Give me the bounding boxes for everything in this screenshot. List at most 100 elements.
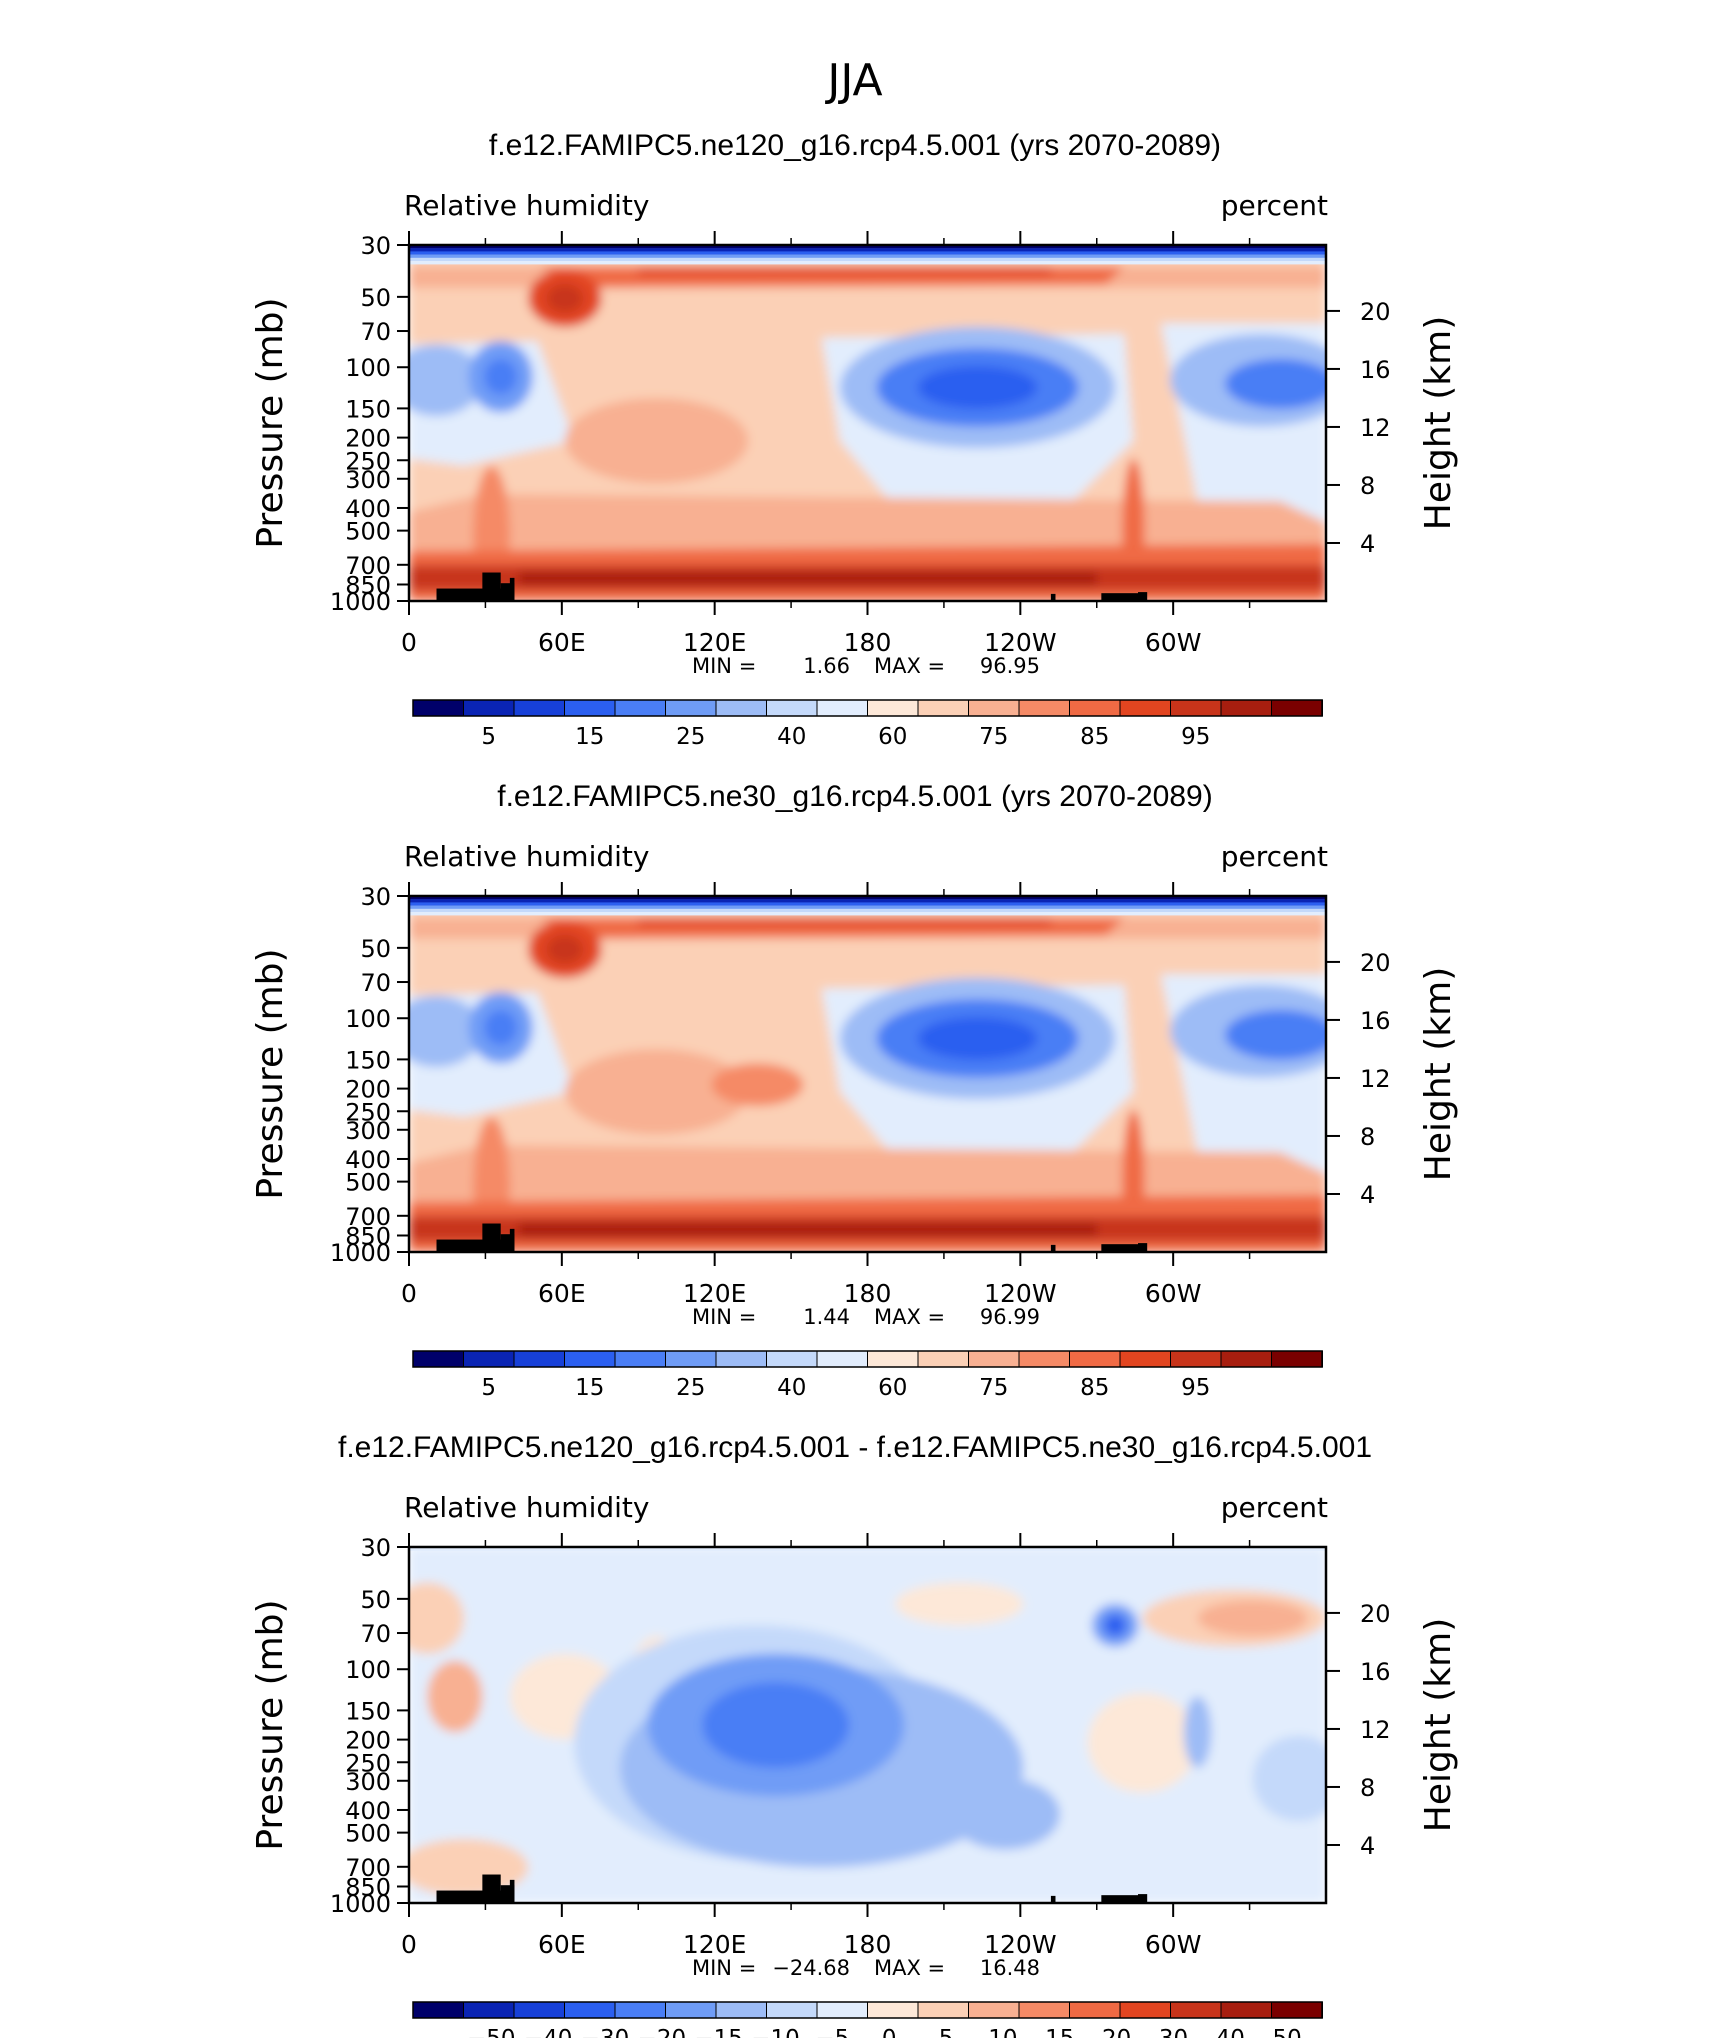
colorbar-swatch xyxy=(766,699,818,717)
colorbar-swatch xyxy=(1119,1350,1172,1368)
colorbar-label: 85 xyxy=(1080,1375,1109,1401)
colorbar-label: −5 xyxy=(815,2026,849,2038)
pressure-tick-label: 700 xyxy=(345,552,391,580)
pressure-tick-label: 70 xyxy=(360,1620,391,1648)
colorbar-swatch xyxy=(917,1350,970,1368)
pressure-tick-label: 200 xyxy=(345,1727,391,1755)
colorbar-swatch xyxy=(1069,1350,1121,1368)
height-tick-label: 16 xyxy=(1360,356,1391,384)
colorbar-swatch xyxy=(1271,2001,1323,2019)
colorbar-swatch xyxy=(412,2001,465,2019)
colorbar-label: 95 xyxy=(1181,724,1210,750)
colorbar-swatch xyxy=(564,1350,616,1368)
colorbar-swatch xyxy=(968,699,1020,717)
contour-band xyxy=(409,902,1326,906)
pressure-tick-label: 150 xyxy=(345,395,391,423)
pressure-tick-label: 250 xyxy=(345,1749,391,1777)
colorbar-swatch xyxy=(766,1350,818,1368)
colorbar-swatch xyxy=(816,1350,869,1368)
lon-tick-label: 180 xyxy=(844,628,892,657)
lon-tick-label: 0 xyxy=(401,628,417,657)
contour-band xyxy=(409,899,1326,903)
contour-region xyxy=(484,1009,518,1046)
contour-band xyxy=(409,908,1326,913)
max-label: MAX = xyxy=(874,654,945,678)
colorbar-label: 25 xyxy=(676,1375,705,1401)
colorbar-swatch xyxy=(513,1350,566,1368)
height-tick-label: 4 xyxy=(1360,1832,1375,1860)
colorbar-label: 5 xyxy=(481,724,496,750)
height-tick-label: 4 xyxy=(1360,530,1375,558)
colorbar-swatch xyxy=(1018,2001,1071,2019)
colorbar-swatch xyxy=(665,699,717,717)
colorbar-swatch xyxy=(917,699,970,717)
colorbar-swatch xyxy=(968,1350,1020,1368)
height-tick-label: 16 xyxy=(1360,1007,1391,1035)
lon-tick-label: 120W xyxy=(984,1279,1056,1308)
pressure-tick-label: 30 xyxy=(360,883,391,911)
colorbar-label: −10 xyxy=(751,2026,800,2038)
min-label: MIN = xyxy=(692,1305,756,1329)
panel-title: f.e12.FAMIPC5.ne30_g16.rcp4.5.001 (yrs 2… xyxy=(497,780,1212,813)
height-tick-label: 20 xyxy=(1360,298,1391,326)
pressure-tick-label: 300 xyxy=(345,1117,391,1145)
pressure-tick-label: 250 xyxy=(345,1098,391,1126)
topography xyxy=(1138,592,1148,601)
topography xyxy=(1138,1243,1148,1252)
y2-axis-label: Height (km) xyxy=(1418,967,1459,1181)
contour-region xyxy=(638,917,1051,927)
max-label: MAX = xyxy=(874,1305,945,1329)
pressure-tick-label: 70 xyxy=(360,969,391,997)
pressure-tick-label: 400 xyxy=(345,495,391,523)
colorbar-label: 10 xyxy=(988,2026,1017,2038)
contour-band xyxy=(409,896,1326,900)
colorbar-label: 5 xyxy=(939,2026,954,2038)
colorbar-swatch xyxy=(665,2001,717,2019)
height-tick-label: 8 xyxy=(1360,1774,1375,1802)
panel-3: f.e12.FAMIPC5.ne120_g16.rcp4.5.001 - f.e… xyxy=(250,1431,1459,2038)
pressure-tick-label: 100 xyxy=(345,1005,391,1033)
colorbar-swatch xyxy=(614,699,667,717)
pressure-tick-label: 70 xyxy=(360,318,391,346)
lon-tick-label: 60W xyxy=(1145,1930,1202,1959)
topography xyxy=(1101,1244,1143,1252)
panel-title: f.e12.FAMIPC5.ne120_g16.rcp4.5.001 - f.e… xyxy=(338,1431,1372,1464)
contour-band xyxy=(409,905,1326,909)
contour-region xyxy=(519,572,1097,585)
pressure-tick-label: 1000 xyxy=(330,1890,391,1918)
colorbar-label: 40 xyxy=(1216,2026,1245,2038)
contour-field xyxy=(409,896,1326,1252)
units-label: percent xyxy=(1221,1491,1328,1524)
pressure-tick-label: 50 xyxy=(360,284,391,312)
pressure-tick-label: 850 xyxy=(345,572,391,600)
height-tick-label: 8 xyxy=(1360,1123,1375,1151)
lon-tick-label: 60W xyxy=(1145,1279,1202,1308)
colorbar-label: −20 xyxy=(638,2026,687,2038)
lon-tick-label: 120E xyxy=(683,1279,747,1308)
pressure-tick-label: 50 xyxy=(360,935,391,963)
contour-region xyxy=(711,1063,804,1107)
colorbar-swatch xyxy=(867,2001,919,2019)
height-tick-label: 20 xyxy=(1360,1600,1391,1628)
topography xyxy=(1050,1895,1056,1903)
pressure-tick-label: 100 xyxy=(345,1656,391,1684)
colorbar-swatch xyxy=(715,2001,768,2019)
colorbar-label: 5 xyxy=(481,1375,496,1401)
lon-tick-label: 0 xyxy=(401,1930,417,1959)
height-tick-label: 20 xyxy=(1360,949,1391,977)
contour-region xyxy=(638,266,1051,276)
colorbar-frame xyxy=(412,2001,1323,2019)
colorbar-label: 0 xyxy=(882,2026,897,2038)
height-tick-label: 16 xyxy=(1360,1658,1391,1686)
topography xyxy=(500,1885,515,1903)
colorbar-label: 60 xyxy=(878,1375,907,1401)
pressure-tick-label: 150 xyxy=(345,1697,391,1725)
contour-region xyxy=(1104,1614,1127,1636)
y2-axis-label: Height (km) xyxy=(1418,316,1459,530)
colorbar-swatch xyxy=(463,699,515,717)
pressure-tick-label: 100 xyxy=(345,354,391,382)
y-axis-label: Pressure (mb) xyxy=(250,948,291,1199)
pressure-tick-label: 700 xyxy=(345,1203,391,1231)
pressure-tick-label: 500 xyxy=(345,1820,391,1848)
